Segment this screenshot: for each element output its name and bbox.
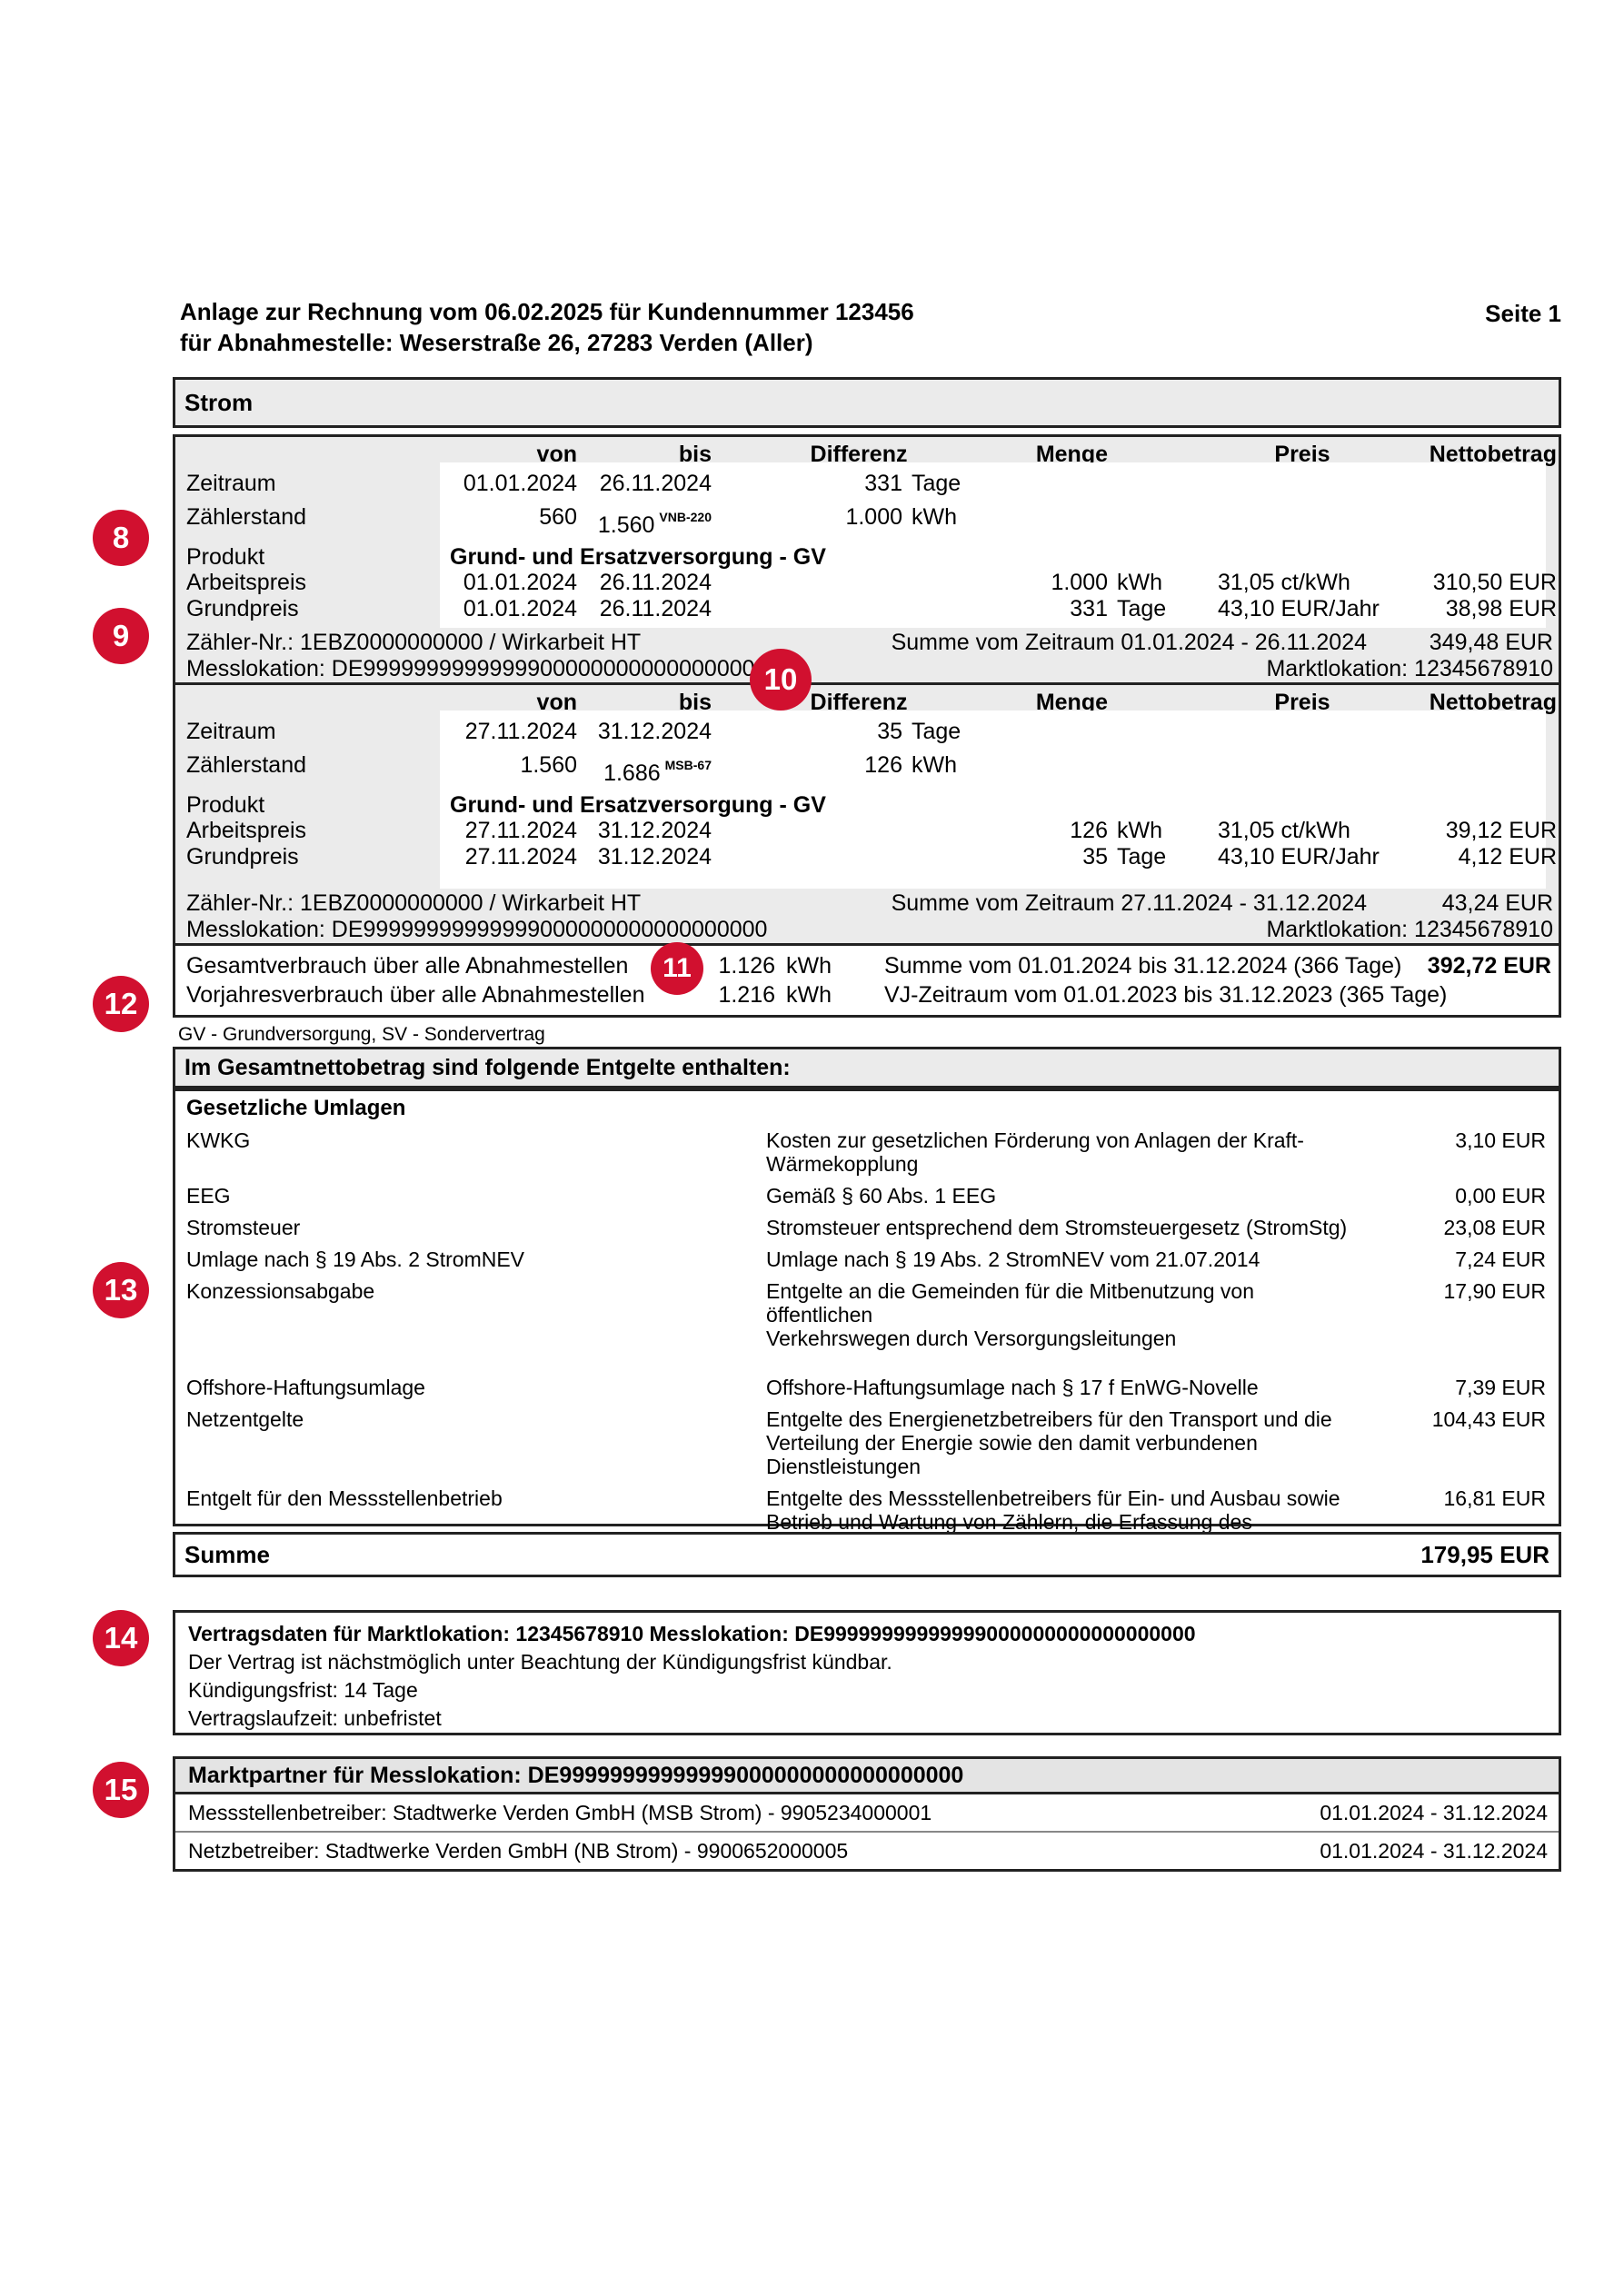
period-sum-label: Summe vom Zeitraum 27.11.2024 - 31.12.20… bbox=[891, 890, 1367, 916]
contract-line-notice-period: Kündigungsfrist: 14 Tage bbox=[188, 1678, 418, 1702]
row-zaehler-summe: Zähler-Nr.: 1EBZ0000000000 / Wirkarbeit … bbox=[175, 890, 1559, 917]
charge-row-netzentgelte: Netzentgelte Entgelte des Energienetzbet… bbox=[186, 1407, 1546, 1478]
row-zaehler-summe: Zähler-Nr.: 1EBZ0000000000 / Wirkarbeit … bbox=[175, 630, 1559, 656]
annotation-circle-15: 15 bbox=[93, 1762, 149, 1818]
doc-header: Anlage zur Rechnung vom 06.02.2025 für K… bbox=[180, 296, 1561, 358]
data-panel bbox=[440, 711, 1546, 889]
messlokation: Messlokation: DE999999999999990000000000… bbox=[186, 917, 768, 942]
row-zeitraum: Zeitraum 27.11.2024 31.12.2024 35 Tage bbox=[186, 719, 961, 744]
partner-row-msb: Messstellenbetreiber: Stadtwerke Verden … bbox=[188, 1801, 1548, 1824]
annotation-circle-11: 11 bbox=[651, 942, 703, 995]
row-produkt: Produkt Grund- und Ersatzversorgung - GV bbox=[186, 792, 826, 818]
charges-table: Gesetzliche Umlagen KWKG Kosten zur gese… bbox=[173, 1088, 1561, 1557]
row-grundpreis: Grundpreis 27.11.2024 31.12.2024 35 Tage… bbox=[186, 844, 1557, 870]
sum-value: 179,95 EUR bbox=[1420, 1541, 1549, 1568]
meter-block-1: von bis Differenz Menge Preis Nettobetra… bbox=[175, 437, 1559, 682]
row-lokation: Messlokation: DE999999999999990000000000… bbox=[175, 656, 1559, 682]
charge-row-kwkg: KWKG Kosten zur gesetzlichen Förderung v… bbox=[186, 1128, 1546, 1176]
annotation-circle-14: 14 bbox=[93, 1610, 149, 1666]
contract-line-duration: Vertragslaufzeit: unbefristet bbox=[188, 1706, 442, 1730]
table-divider bbox=[175, 943, 1559, 946]
charge-row-stromsteuer: Stromsteuer Stromsteuer entsprechend dem… bbox=[186, 1216, 1546, 1239]
partner-row-netz: Netzbetreiber: Stadtwerke Verden GmbH (N… bbox=[175, 1831, 1559, 1869]
partners-header: Marktpartner für Messlokation: DE9999999… bbox=[175, 1759, 1559, 1794]
reading-source-tag: MSB-67 bbox=[664, 758, 712, 772]
contract-title: Vertragsdaten für Marktlokation: 1234567… bbox=[188, 1622, 1196, 1645]
row-arbeitspreis: Arbeitspreis 27.11.2024 31.12.2024 126 k… bbox=[186, 818, 1557, 843]
total-amount: 392,72 EUR bbox=[1427, 953, 1551, 979]
meter-number: Zähler-Nr.: 1EBZ0000000000 / Wirkarbeit … bbox=[186, 890, 642, 916]
charge-row-offshore: Offshore-Haftungsumlage Offshore-Haftung… bbox=[186, 1376, 1546, 1399]
annotation-circle-13: 13 bbox=[93, 1262, 149, 1318]
row-zeitraum: Zeitraum 01.01.2024 26.11.2024 331 Tage bbox=[186, 471, 961, 496]
annotation-circle-10: 10 bbox=[750, 649, 812, 711]
table-divider bbox=[175, 682, 1559, 685]
annotation-circle-9: 9 bbox=[93, 608, 149, 664]
annotation-circle-8: 8 bbox=[93, 510, 149, 566]
meter-block-2: von bis Differenz Menge Preis Nettobetra… bbox=[175, 685, 1559, 943]
row-gesamtverbrauch: Gesamtverbrauch über alle Abnahmestellen… bbox=[186, 953, 1551, 979]
abbreviation-footnote: GV - Grundversorgung, SV - Sondervertrag bbox=[178, 1024, 545, 1045]
row-grundpreis: Grundpreis 01.01.2024 26.11.2024 331 Tag… bbox=[186, 596, 1557, 621]
reading-source-tag: VNB-220 bbox=[659, 510, 712, 524]
consumption-totals: Gesamtverbrauch über alle Abnahmestellen… bbox=[175, 946, 1559, 1015]
charge-row-konzessionsabgabe: Konzessionsabgabe Entgelte an die Gemein… bbox=[186, 1279, 1546, 1350]
doc-title-line1: Anlage zur Rechnung vom 06.02.2025 für K… bbox=[180, 298, 914, 325]
partners-box: Marktpartner für Messlokation: DE9999999… bbox=[173, 1756, 1561, 1872]
charges-sum-bar: Summe 179,95 EUR bbox=[173, 1532, 1561, 1577]
meter-table: von bis Differenz Menge Preis Nettobetra… bbox=[173, 434, 1561, 1018]
contract-box: Vertragsdaten für Marktlokation: 1234567… bbox=[173, 1610, 1561, 1735]
row-vorjahresverbrauch: Vorjahresverbrauch über alle Abnahmestel… bbox=[186, 982, 1448, 1008]
row-zaehlerstand: Zählerstand 560 1.560 VNB-220 1.000 kWh bbox=[186, 504, 957, 538]
data-panel bbox=[440, 462, 1546, 628]
sum-label: Summe bbox=[184, 1541, 270, 1568]
row-arbeitspreis: Arbeitspreis 01.01.2024 26.11.2024 1.000… bbox=[186, 570, 1557, 595]
row-zaehlerstand: Zählerstand 1.560 1.686 MSB-67 126 kWh bbox=[186, 752, 957, 786]
marktlokation: Marktlokation: 12345678910 bbox=[1266, 656, 1553, 681]
contract-line-termination: Der Vertrag ist nächstmöglich unter Beac… bbox=[188, 1650, 892, 1674]
charges-group-title: Gesetzliche Umlagen bbox=[186, 1096, 406, 1120]
period-sum-label: Summe vom Zeitraum 01.01.2024 - 26.11.20… bbox=[891, 630, 1367, 655]
meter-number: Zähler-Nr.: 1EBZ0000000000 / Wirkarbeit … bbox=[186, 630, 642, 655]
row-lokation: Messlokation: DE999999999999990000000000… bbox=[175, 917, 1559, 943]
annotation-circle-12: 12 bbox=[93, 976, 149, 1032]
section-strom-bar: Strom bbox=[173, 377, 1561, 428]
charge-row-eeg: EEG Gemäß § 60 Abs. 1 EEG 0,00 EUR bbox=[186, 1184, 1546, 1208]
charge-row-umlage-19: Umlage nach § 19 Abs. 2 StromNEV Umlage … bbox=[186, 1247, 1546, 1271]
period-sum-value: 349,48 EUR bbox=[1429, 630, 1553, 655]
charges-header-bar: Im Gesamtnettobetrag sind folgende Entge… bbox=[173, 1047, 1561, 1088]
page-number: Seite 1 bbox=[1485, 300, 1561, 327]
period-sum-value: 43,24 EUR bbox=[1441, 890, 1553, 916]
doc-title-line2: für Abnahmestelle: Weserstraße 26, 27283… bbox=[180, 329, 813, 356]
messlokation: Messlokation: DE999999999999990000000000… bbox=[186, 656, 768, 681]
marktlokation: Marktlokation: 12345678910 bbox=[1266, 917, 1553, 942]
row-produkt: Produkt Grund- und Ersatzversorgung - GV bbox=[186, 544, 826, 570]
